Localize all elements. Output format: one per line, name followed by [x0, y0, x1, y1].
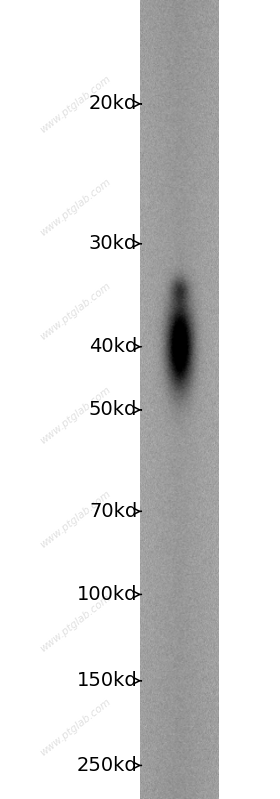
Text: 20kd: 20kd [89, 94, 137, 113]
Text: www.ptglab.com: www.ptglab.com [38, 593, 113, 654]
Text: 100kd: 100kd [77, 585, 137, 604]
Text: 40kd: 40kd [89, 337, 137, 356]
Text: 70kd: 70kd [89, 502, 137, 521]
Text: 250kd: 250kd [76, 756, 137, 775]
Text: www.ptglab.com: www.ptglab.com [38, 74, 113, 134]
Text: www.ptglab.com: www.ptglab.com [38, 489, 113, 550]
Text: 150kd: 150kd [76, 671, 137, 690]
Text: www.ptglab.com: www.ptglab.com [38, 697, 113, 757]
Text: 30kd: 30kd [89, 234, 137, 253]
Text: www.ptglab.com: www.ptglab.com [38, 385, 113, 446]
Text: 50kd: 50kd [89, 400, 137, 419]
Text: www.ptglab.com: www.ptglab.com [38, 281, 113, 342]
Text: www.ptglab.com: www.ptglab.com [38, 177, 113, 238]
